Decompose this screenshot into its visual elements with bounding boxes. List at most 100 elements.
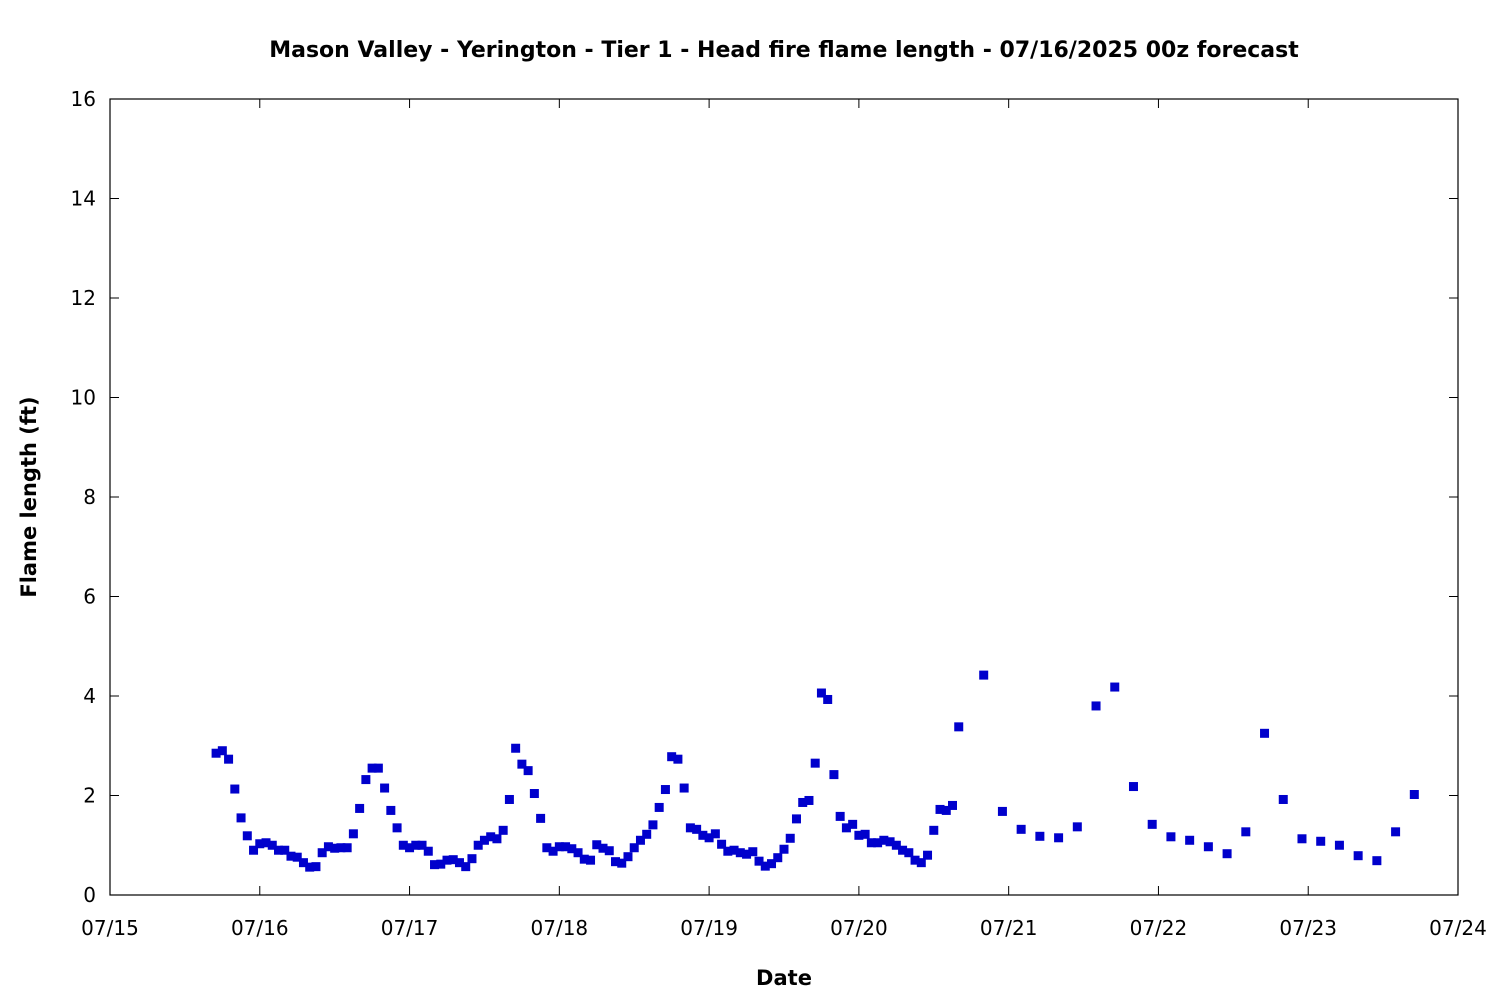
data-point xyxy=(330,843,340,853)
data-point xyxy=(941,805,951,815)
data-point xyxy=(785,833,795,843)
data-point xyxy=(423,846,433,856)
data-point xyxy=(592,840,602,850)
data-point xyxy=(860,829,870,839)
data-point xyxy=(405,843,415,853)
data-point xyxy=(748,847,758,857)
data-point xyxy=(567,844,577,854)
data-point xyxy=(754,856,764,866)
data-point xyxy=(367,763,377,773)
data-point xyxy=(355,803,365,813)
data-point xyxy=(255,839,265,849)
data-point xyxy=(336,843,346,853)
data-point xyxy=(623,852,633,862)
data-point xyxy=(317,848,327,858)
data-point xyxy=(979,670,989,680)
data-point xyxy=(667,752,677,762)
data-point xyxy=(779,844,789,854)
data-point xyxy=(648,820,658,830)
data-point xyxy=(1260,728,1270,738)
data-point xyxy=(1054,833,1064,843)
x-axis-label: Date xyxy=(756,966,812,990)
data-point xyxy=(611,857,620,867)
data-point xyxy=(411,840,421,850)
data-point xyxy=(1072,822,1082,832)
data-point xyxy=(1203,842,1213,852)
data-point xyxy=(923,850,933,860)
data-point xyxy=(729,845,739,855)
data-point xyxy=(617,858,627,868)
data-point xyxy=(224,754,234,764)
data-point xyxy=(498,825,508,835)
data-point xyxy=(898,845,908,855)
data-point xyxy=(311,862,321,872)
data-point xyxy=(454,858,464,868)
data-point xyxy=(698,830,708,840)
data-point xyxy=(910,855,920,865)
data-point xyxy=(561,842,571,852)
x-tick-label: 07/18 xyxy=(531,916,589,940)
x-tick-label: 07/16 xyxy=(231,916,289,940)
data-point xyxy=(929,825,939,835)
y-tick-label: 10 xyxy=(71,386,96,410)
data-point xyxy=(885,837,895,847)
data-point xyxy=(461,862,471,872)
data-point xyxy=(791,814,801,824)
data-point xyxy=(854,830,864,840)
data-point xyxy=(1409,790,1419,800)
data-point xyxy=(604,846,614,856)
data-point xyxy=(891,840,901,850)
y-tick-label: 0 xyxy=(83,883,96,907)
data-point xyxy=(1091,701,1101,711)
data-point xyxy=(1147,819,1157,829)
x-tick-label: 07/19 xyxy=(680,916,738,940)
data-point xyxy=(1391,827,1401,837)
data-point xyxy=(1035,831,1045,841)
data-point xyxy=(742,849,752,859)
data-point xyxy=(274,845,283,855)
data-point xyxy=(280,845,290,855)
data-point xyxy=(692,824,702,834)
data-point xyxy=(679,783,689,793)
data-point xyxy=(342,843,352,853)
data-point xyxy=(586,855,596,865)
data-point xyxy=(904,848,914,858)
data-point xyxy=(523,766,533,776)
data-point xyxy=(1185,835,1195,845)
data-point xyxy=(710,829,720,839)
data-point xyxy=(211,748,221,758)
y-tick-label: 2 xyxy=(83,784,96,808)
data-point xyxy=(635,835,645,845)
data-point xyxy=(1372,856,1382,866)
data-point xyxy=(723,846,733,856)
data-points xyxy=(211,670,1419,872)
data-point xyxy=(292,852,302,862)
data-point xyxy=(442,855,452,865)
data-point xyxy=(1316,836,1326,846)
data-point xyxy=(511,743,521,753)
data-point xyxy=(536,813,546,823)
data-point xyxy=(1128,782,1138,792)
data-point xyxy=(473,840,483,850)
data-point xyxy=(673,754,683,764)
data-point xyxy=(392,823,402,833)
data-point xyxy=(548,846,558,856)
data-point xyxy=(954,722,964,732)
data-point xyxy=(517,759,527,769)
y-tick-label: 16 xyxy=(71,87,96,111)
data-point xyxy=(398,840,408,850)
data-point xyxy=(829,770,839,780)
data-point xyxy=(1353,851,1363,861)
data-point xyxy=(629,843,639,853)
y-tick-label: 12 xyxy=(71,286,96,310)
data-point xyxy=(810,758,820,768)
chart-title: Mason Valley - Yerington - Tier 1 - Head… xyxy=(269,38,1299,63)
data-point xyxy=(479,835,489,845)
x-tick-label: 07/17 xyxy=(381,916,439,940)
data-point xyxy=(486,832,496,842)
data-point xyxy=(554,842,564,852)
data-point xyxy=(916,858,926,868)
data-point xyxy=(873,838,883,848)
data-point xyxy=(573,848,583,858)
